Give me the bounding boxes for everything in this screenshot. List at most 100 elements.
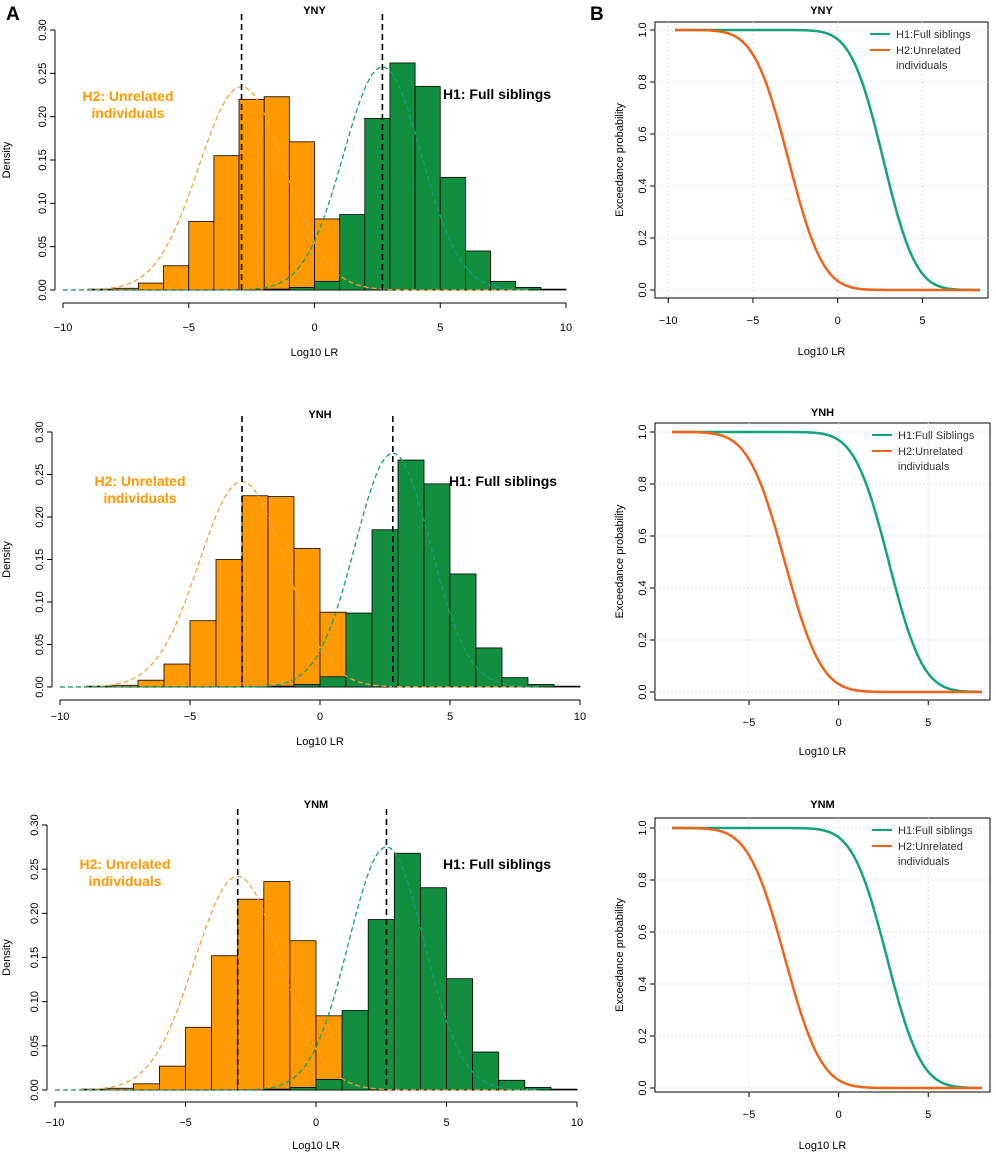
h2-annotation-line: H2: Unrelated [82, 88, 173, 104]
h2-bar [189, 620, 217, 688]
y-tick-label: 0.25 [34, 464, 46, 485]
y-tick-label: 0.20 [34, 506, 46, 527]
histogram-ynm: −10 −5 0 5 10 0.00 0.05 0.10 0.15 0.20 0.25 0.30 Den… [1, 799, 583, 1152]
h1-bar [289, 1086, 317, 1091]
y-tick-label: 0.05 [29, 1035, 41, 1056]
h2-annotation: H2: Unrelated individuals [94, 473, 185, 506]
y-axis-label: Exceedance probability [614, 898, 626, 1012]
y-tick-label: 0.00 [37, 279, 49, 300]
x-axis-label: Log10 LR [291, 347, 339, 359]
x-tick-label: −5 [179, 1117, 192, 1129]
y-tick-label: 0.2 [637, 1028, 649, 1043]
y-tick-label: 0.20 [29, 903, 41, 924]
h1-bar [364, 118, 391, 291]
h2-bar [289, 940, 317, 1091]
h2-annotation-line: individuals [91, 105, 164, 121]
h1-exceedance-curve [672, 826, 982, 1090]
h2-bar [215, 559, 243, 688]
h2-bar [132, 1083, 160, 1091]
histogram-yny: −10 −5 0 5 10 0.00 0.05 0.10 0.15 0.20 0.25 0.30 Den… [1, 5, 572, 359]
h1-bar [263, 1088, 291, 1091]
h2-bar [158, 1065, 186, 1091]
h2-annotation-line: H2: Unrelated [94, 473, 185, 489]
h2-bar [241, 495, 269, 688]
h2-bar [314, 218, 341, 291]
h2-bar [137, 679, 165, 688]
y-axis-label: Density [1, 939, 13, 976]
legend-h2-label: H2:Unrelated [896, 45, 961, 57]
h1-bar [449, 573, 477, 688]
h2-fit-curve [60, 480, 541, 688]
y-axis-label: Density [1, 541, 13, 578]
y-tick-label: 0.2 [637, 632, 649, 647]
x-tick-label: −10 [51, 711, 70, 723]
x-tick-label: −10 [659, 315, 678, 327]
h1-bar [527, 684, 555, 688]
h2-bar [213, 155, 240, 291]
y-axis-label: Exceedance probability [614, 504, 626, 618]
x-tick-label: 5 [925, 717, 931, 729]
h1-bar [419, 887, 447, 1091]
h1-bar [501, 677, 529, 688]
legend-h2-label: H2:Unrelated [898, 446, 963, 458]
y-tick-label: 1.0 [637, 424, 649, 439]
x-tick-label: 0 [836, 717, 842, 729]
h1-bar [540, 288, 567, 291]
exceedance-yny: 0.0 0.2 0.4 0.6 0.8 1.0 −10 −5 0 5 Exceedance prob… [614, 5, 989, 358]
chart-title: YNY [810, 5, 833, 17]
h2-bar [163, 663, 191, 688]
x-tick-label: 5 [443, 1117, 449, 1129]
h2-fit-curve [63, 85, 529, 291]
y-tick-label: 0.15 [34, 549, 46, 570]
h2-bar [188, 221, 215, 291]
h2-bar [237, 898, 265, 1091]
x-tick-label: 10 [571, 1117, 583, 1129]
x-tick-label: 10 [574, 711, 586, 723]
h2-annotation: H2: Unrelated individuals [82, 88, 173, 121]
h1-bar [472, 1051, 500, 1091]
y-tick-label: 0.25 [37, 63, 49, 84]
h1-bar [397, 459, 425, 688]
h1-bar [475, 647, 503, 688]
chart-title: YNY [303, 5, 326, 17]
h1-annotation: H1: Full siblings [449, 473, 557, 489]
h1-annotation: H1: Full siblings [443, 86, 551, 102]
h2-annotation: H2: Unrelated individuals [79, 856, 170, 889]
h1-bar [414, 85, 441, 291]
exceedance-ynm: 0.0 0.2 0.4 0.6 0.8 1.0 −5 0 5 Exceedance probabi… [614, 799, 991, 1152]
x-axis-label: Log10 LR [292, 1140, 340, 1152]
y-tick-label: 1.0 [637, 820, 649, 835]
h1-fit-curve [60, 452, 541, 688]
x-tick-label: 0 [313, 1117, 319, 1129]
plot-frame [654, 422, 991, 701]
legend-h2-label-line2: individuals [898, 461, 950, 473]
h2-bar [263, 96, 290, 291]
h1-bar [371, 529, 399, 688]
x-tick-label: 0 [835, 315, 841, 327]
h2-bar [112, 287, 139, 291]
y-tick-label: 0.0 [637, 1080, 649, 1095]
x-tick-label: 0 [836, 1109, 842, 1121]
y-tick-label: 0.20 [37, 106, 49, 127]
h2-annotation-line: individuals [88, 873, 161, 889]
x-tick-label: −5 [747, 315, 760, 327]
h2-bar [138, 282, 164, 291]
legend-h1-label: H1:Full siblings [896, 29, 971, 41]
h1-bar [293, 684, 321, 688]
y-tick-label: 0.4 [637, 178, 649, 193]
h2-exceedance-curve [675, 28, 980, 292]
y-tick-label: 1.0 [637, 22, 649, 37]
h1-bar [389, 62, 416, 291]
y-tick-label: 0.10 [37, 193, 49, 214]
h1-bar [345, 612, 373, 688]
panel-label-a: A [6, 4, 20, 25]
y-tick-label: 0.05 [37, 236, 49, 257]
h2-bar [163, 265, 190, 291]
h2-bar [263, 881, 291, 1091]
x-tick-label: 5 [437, 322, 443, 334]
h1-bar [553, 685, 581, 688]
legend-h1-label: H1:Full Siblings [898, 430, 975, 442]
h1-bar [339, 214, 366, 291]
y-tick-label: 0.2 [637, 230, 649, 245]
